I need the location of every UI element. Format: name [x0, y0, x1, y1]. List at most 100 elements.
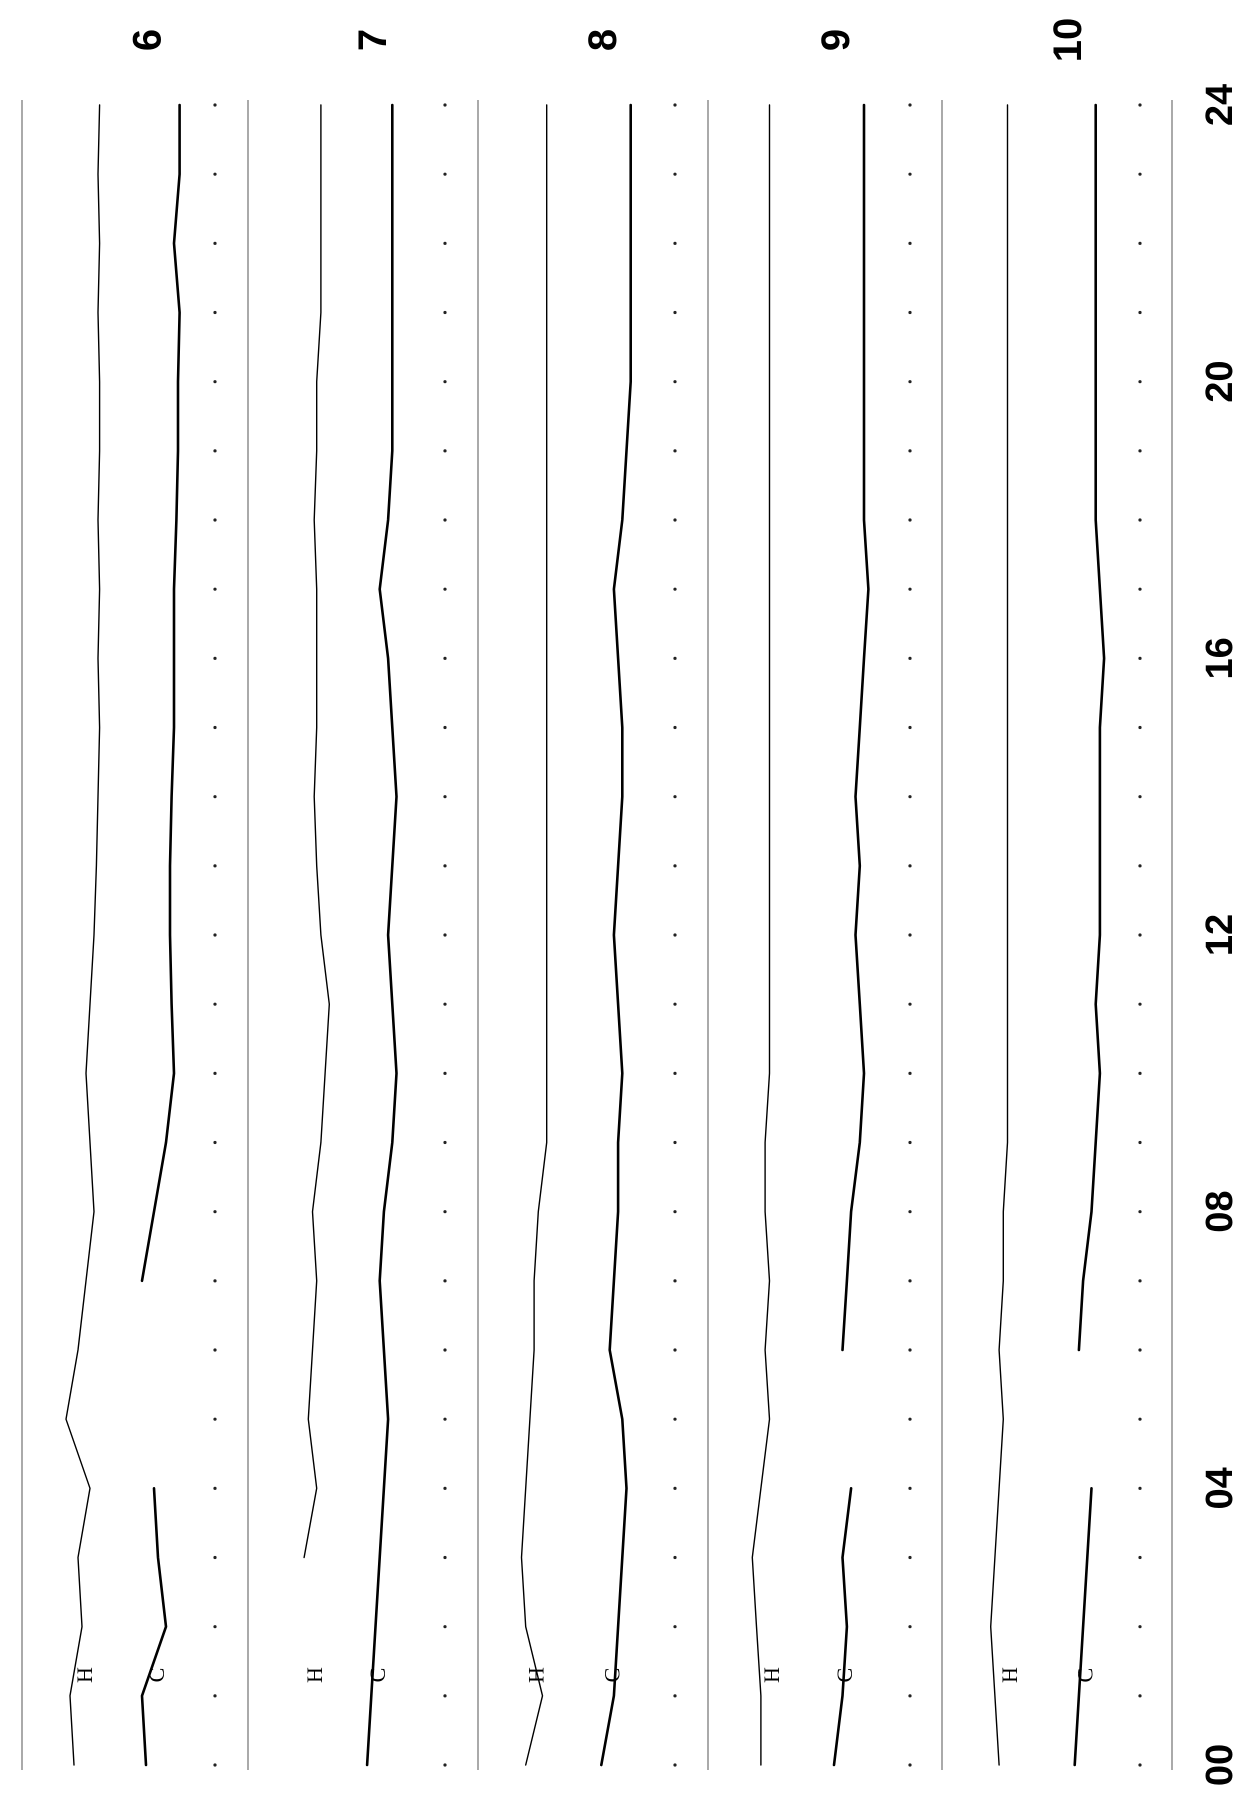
hour-tick	[213, 656, 217, 660]
hour-tick	[1138, 241, 1142, 245]
hour-tick	[673, 380, 677, 384]
hour-tick	[908, 587, 912, 591]
day-label-9: 9	[814, 29, 858, 51]
hour-tick	[1138, 310, 1142, 315]
hour-tick	[673, 1486, 677, 1490]
hour-tick	[213, 1002, 217, 1006]
hour-tick	[213, 933, 217, 937]
hour-tick-label: 00	[1199, 1744, 1241, 1786]
hour-tick	[213, 310, 217, 315]
hour-tick	[673, 518, 677, 522]
hour-tick	[443, 103, 447, 107]
hour-tick-label: 04	[1199, 1467, 1241, 1509]
hour-tick	[1138, 103, 1142, 107]
hour-tick	[673, 1279, 677, 1283]
hour-tick	[673, 1694, 677, 1698]
hour-tick	[673, 795, 677, 799]
hour-tick	[443, 1002, 447, 1006]
hour-tick	[673, 1625, 677, 1629]
hour-tick	[908, 864, 912, 868]
hour-axis: 00 04 08 12 16 20 24	[1199, 84, 1241, 1786]
trace-c-day-10	[1073, 103, 1106, 1767]
hour-tick	[213, 1625, 217, 1629]
hour-tick	[673, 864, 677, 868]
hour-tick	[908, 1763, 912, 1767]
trace-label-h: H	[997, 1667, 1022, 1683]
trace-label-h: H	[302, 1667, 327, 1683]
hour-tick	[213, 449, 217, 453]
hour-tick	[1138, 449, 1142, 453]
hour-tick	[213, 1279, 217, 1283]
hour-tick	[1138, 864, 1142, 868]
trace-h-day-6	[65, 104, 101, 1766]
hour-tick	[1138, 380, 1142, 384]
hour-tick	[213, 1348, 217, 1352]
hour-tick	[443, 172, 447, 176]
hour-tick	[213, 725, 217, 730]
hour-tick	[213, 864, 217, 868]
hour-tick	[443, 1763, 447, 1767]
hour-tick	[908, 518, 912, 522]
hour-tick	[673, 310, 677, 315]
hour-tick	[908, 1555, 912, 1560]
hour-tick	[443, 725, 447, 730]
trace-h-day-10	[990, 104, 1009, 1766]
day-labels: 6 7 8 9 10	[126, 18, 1091, 63]
hour-tick	[443, 241, 447, 245]
hour-tick	[673, 725, 677, 730]
hour-tick	[213, 1486, 217, 1490]
hour-tick	[908, 449, 912, 453]
trace-label-c: C	[599, 1668, 624, 1683]
trace-c-day-9	[832, 103, 870, 1767]
trace-label-h: H	[72, 1667, 97, 1683]
hour-tick	[1138, 725, 1142, 730]
hour-tick	[908, 1417, 912, 1421]
hour-tick	[443, 380, 447, 384]
hour-tick-label: 24	[1199, 84, 1241, 126]
hour-tick-label: 08	[1199, 1191, 1241, 1233]
hour-tick	[673, 1763, 677, 1767]
hour-tick	[673, 1140, 677, 1145]
trace-label-c: C	[832, 1668, 857, 1683]
hour-tick	[673, 656, 677, 660]
trace-label-c: C	[365, 1668, 390, 1683]
hour-tick	[1138, 1002, 1142, 1006]
hour-tick	[213, 518, 217, 522]
hour-tick	[443, 656, 447, 660]
hour-tick	[673, 449, 677, 453]
hour-tick	[443, 1210, 447, 1214]
day-label-6: 6	[126, 29, 170, 51]
hour-tick	[673, 172, 677, 176]
hour-tick	[443, 1279, 447, 1283]
hour-tick	[908, 795, 912, 799]
hour-tick	[908, 1625, 912, 1629]
trace-c-day-7	[365, 103, 398, 1767]
hour-tick	[213, 795, 217, 799]
hour-tick-label: 12	[1199, 914, 1241, 956]
hour-tick	[1138, 518, 1142, 522]
hour-tick	[213, 1694, 217, 1698]
hour-tick-marks	[213, 103, 1142, 1767]
hour-tick	[908, 1071, 912, 1075]
hour-tick	[908, 172, 912, 176]
day-label-8: 8	[581, 29, 625, 51]
hour-tick	[1138, 1348, 1142, 1352]
hour-tick	[908, 1486, 912, 1490]
hour-tick	[673, 1555, 677, 1560]
hour-tick	[1138, 795, 1142, 799]
trace-h-day-9	[751, 104, 771, 1766]
trace-h-day-8	[520, 104, 548, 1766]
hour-tick	[443, 1486, 447, 1490]
hour-tick	[1138, 1417, 1142, 1421]
hour-tick	[443, 518, 447, 522]
hour-tick	[908, 103, 912, 107]
hour-tick	[443, 310, 447, 315]
hour-tick	[1138, 1694, 1142, 1698]
hour-tick	[908, 725, 912, 730]
hour-tick	[213, 1555, 217, 1560]
hour-tick	[213, 1763, 217, 1767]
hour-tick	[673, 1417, 677, 1421]
hour-tick	[673, 103, 677, 107]
hour-tick	[1138, 1071, 1142, 1075]
